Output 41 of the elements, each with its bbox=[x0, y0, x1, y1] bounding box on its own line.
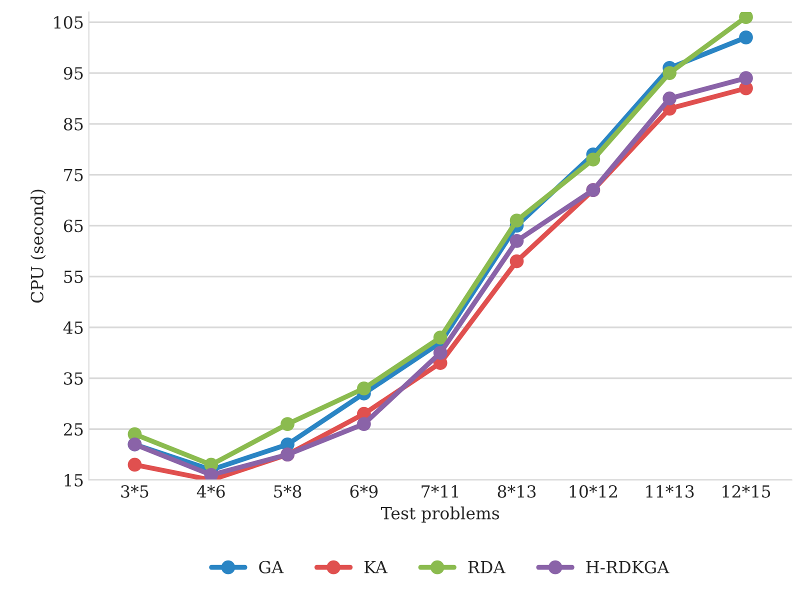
x-tick-label: 4*6 bbox=[196, 485, 225, 498]
x-tick-label: 6*9 bbox=[350, 485, 378, 498]
y-tick-label: 75 bbox=[64, 168, 83, 182]
point bbox=[510, 214, 524, 228]
y-tick-label: 105 bbox=[54, 16, 83, 29]
y-tick-label: 95 bbox=[64, 67, 83, 80]
point bbox=[357, 417, 371, 431]
point bbox=[510, 234, 524, 248]
x-axis-title: Test problems bbox=[380, 506, 500, 523]
legend-label: H-RDKGA bbox=[586, 560, 670, 574]
point bbox=[739, 12, 753, 24]
y-tick-label: 55 bbox=[64, 270, 83, 284]
x-tick-label: 5*8 bbox=[274, 485, 302, 498]
point bbox=[739, 30, 753, 44]
point bbox=[739, 71, 753, 86]
y-tick-label: 25 bbox=[64, 423, 83, 436]
legend-label: KA bbox=[364, 561, 388, 574]
point bbox=[662, 66, 677, 80]
y-axis-title: CPU (second) bbox=[30, 190, 46, 303]
point bbox=[510, 254, 524, 268]
point bbox=[357, 381, 371, 396]
point bbox=[280, 417, 294, 431]
y-tick-label: 65 bbox=[64, 220, 83, 232]
point bbox=[204, 468, 218, 480]
legend-label: RDA bbox=[468, 561, 506, 574]
x-tick-label: 8*13 bbox=[498, 485, 536, 498]
point bbox=[662, 92, 677, 106]
legend-label: GA bbox=[259, 560, 284, 574]
x-tick-label: 3*5 bbox=[121, 485, 148, 498]
point bbox=[433, 330, 448, 345]
point bbox=[586, 152, 600, 166]
y-tick-label: 15 bbox=[64, 474, 83, 487]
x-tick-label: 10*12 bbox=[570, 485, 617, 498]
point bbox=[128, 458, 142, 472]
y-tick-label: 35 bbox=[64, 372, 83, 385]
x-tick-label: 11*13 bbox=[646, 485, 694, 498]
x-tick-label: 12*15 bbox=[722, 485, 770, 498]
point bbox=[433, 346, 448, 360]
x-tick-label: 7*11 bbox=[422, 485, 458, 498]
y-tick-label: 45 bbox=[63, 321, 83, 334]
y-tick-label: 85 bbox=[64, 118, 83, 130]
